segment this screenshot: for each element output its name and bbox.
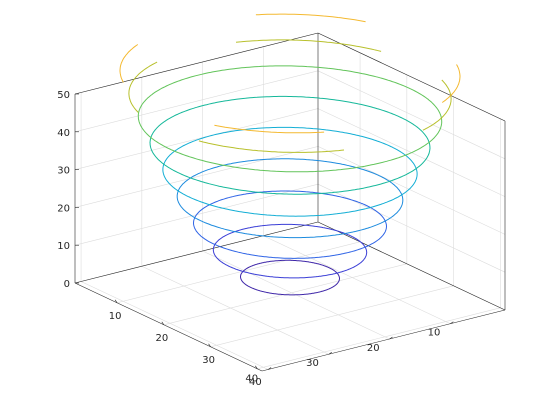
- y-tick-mark: [450, 321, 454, 324]
- grid-line-x: [257, 307, 501, 370]
- x-tick-label: 10: [109, 311, 122, 322]
- grid-line-y: [263, 235, 451, 324]
- x-tick-label: 30: [202, 355, 215, 366]
- grid-line-y: [80, 281, 269, 370]
- y-tick-label: 20: [367, 343, 380, 354]
- axis-edge: [74, 282, 263, 372]
- x-tick-mark: [114, 299, 118, 303]
- grid-line-x: [117, 241, 361, 304]
- x-tick-label: 20: [155, 333, 168, 344]
- x-tick-label: 40: [249, 377, 262, 388]
- grid-lines: [74, 32, 506, 370]
- grid-line-z: [317, 146, 506, 235]
- y-tick-label: 10: [428, 328, 441, 339]
- contour-line: [212, 223, 368, 279]
- z-tick-label: 40: [57, 128, 70, 139]
- z-tick-label: 0: [64, 279, 70, 290]
- tick-labels: 0 10 20 30 40 50 10 20 30 40 10 20 30 40: [57, 90, 440, 388]
- y-tick-mark: [267, 367, 272, 370]
- contour-line: [193, 190, 387, 259]
- grid-line-x: [210, 285, 454, 348]
- grid-line-y: [141, 265, 329, 355]
- grid-line-z: [74, 146, 319, 208]
- z-tick-label: 30: [57, 166, 70, 177]
- axes-box: [74, 32, 506, 372]
- grid-line-z: [74, 108, 319, 170]
- x-tick-mark: [208, 343, 211, 347]
- y-tick-label: 40: [245, 373, 258, 384]
- y-tick-label: 30: [306, 358, 319, 369]
- contour-line: [149, 95, 431, 195]
- grid-line-z: [74, 70, 319, 133]
- grid-line-z: [317, 70, 506, 160]
- contour-line: [137, 65, 443, 173]
- contour-line: [240, 259, 340, 296]
- z-tick-label: 10: [57, 241, 70, 252]
- grid-line-z: [317, 183, 506, 273]
- z-tick-label: 50: [57, 90, 70, 101]
- axis-edge: [317, 32, 506, 122]
- contour-line: [128, 39, 452, 153]
- contour-lines: [119, 13, 461, 296]
- axis-edge: [74, 221, 319, 284]
- x-tick-mark: [161, 321, 165, 325]
- y-tick-mark: [389, 336, 393, 340]
- z-tick-label: 20: [57, 203, 70, 214]
- axis-edge: [261, 309, 506, 372]
- x-tick-mark: [255, 365, 258, 369]
- y-tick-mark: [328, 351, 332, 355]
- axis-edge: [317, 221, 506, 311]
- contour-line: [119, 13, 461, 134]
- axis-edge: [74, 32, 319, 95]
